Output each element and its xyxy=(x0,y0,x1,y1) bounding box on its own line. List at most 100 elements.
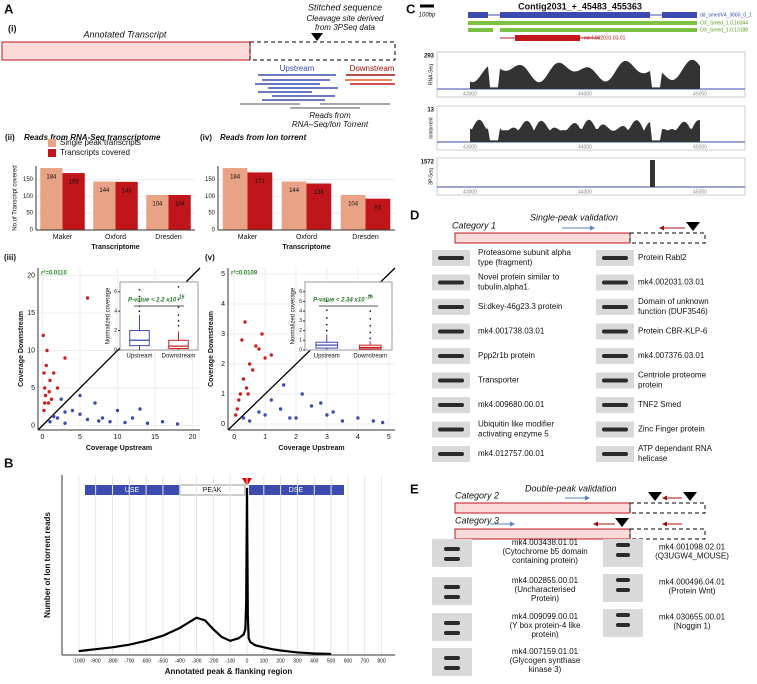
gel-image xyxy=(432,648,472,676)
coordinate-label: 43000 xyxy=(463,144,477,150)
outlier xyxy=(177,306,180,309)
outlier xyxy=(177,319,180,322)
outlier xyxy=(369,294,372,297)
gel-label: Transporter xyxy=(478,376,519,385)
step-label: (i) xyxy=(8,23,17,33)
coordinate-label: 43000 xyxy=(463,91,477,97)
x-tick-label: 300 xyxy=(293,658,302,664)
y-tick-label: 2 xyxy=(299,328,302,334)
gel-image xyxy=(432,577,472,605)
y-tick-label: 6 xyxy=(114,289,117,295)
track-max-label: 1572 xyxy=(421,160,435,166)
point xyxy=(55,386,60,390)
x-tick-label: 100 xyxy=(260,658,269,664)
y-tick-label: 20 xyxy=(27,272,35,279)
region-band xyxy=(249,485,344,495)
x-tick-label: 0 xyxy=(246,658,249,664)
point xyxy=(130,416,135,420)
diagram-label: RNA–Seq/Ion Torrent xyxy=(292,120,369,129)
gel-label: ATP dependant RNA xyxy=(638,444,713,453)
x-tick-label: 3 xyxy=(325,434,329,441)
point xyxy=(41,333,45,338)
gel-label: function (DUF3546) xyxy=(638,307,708,316)
point xyxy=(160,420,165,424)
gel-label: Zinc Finger protein xyxy=(638,425,705,434)
y-axis-label: Iontorrent xyxy=(428,117,434,139)
gel-band xyxy=(438,378,464,383)
point xyxy=(43,393,48,398)
y-axis-label: Normalized coverage xyxy=(291,287,297,344)
x-tick-label: 5 xyxy=(78,434,82,441)
y-tick-label: 4 xyxy=(114,308,117,314)
point xyxy=(42,371,46,375)
bar xyxy=(306,183,332,230)
x-tick-label: Maker xyxy=(238,234,258,241)
gel-image xyxy=(432,613,472,641)
legend-swatch xyxy=(48,139,56,147)
point xyxy=(70,408,75,413)
bar xyxy=(365,198,391,230)
coordinate-label: 44000 xyxy=(578,189,592,195)
x-tick-label: 800 xyxy=(377,658,386,664)
point xyxy=(371,419,376,423)
bar-value-label: 93 xyxy=(375,205,382,211)
chart-label: (iii) xyxy=(4,253,16,262)
reads xyxy=(240,74,395,109)
y-axis-label: Coverage Downstream xyxy=(18,311,25,387)
point xyxy=(63,356,67,360)
gel-band xyxy=(616,578,630,582)
point xyxy=(257,347,261,351)
bar-value-label: 169 xyxy=(69,180,80,186)
gel-image xyxy=(432,539,472,567)
point xyxy=(380,420,385,425)
outlier xyxy=(138,310,141,313)
x-tick-label: Dresden xyxy=(352,234,379,241)
x-tick-label: Maker xyxy=(53,234,73,241)
y-tick-label: 4 xyxy=(299,308,302,314)
x-tick-label: 15 xyxy=(151,434,159,441)
x-tick-label: 0 xyxy=(41,434,45,441)
point xyxy=(115,408,120,413)
gel-label: (Uncharacterised xyxy=(515,585,576,594)
gel-label: mk4.007376.03.01 xyxy=(638,351,705,360)
gel-label: (Noggin 1) xyxy=(673,622,711,631)
y-axis-label: Normalized coverage xyxy=(106,287,112,344)
track-max-label: 13 xyxy=(427,108,434,114)
y-tick-label: 150 xyxy=(23,177,34,183)
x-tick-label: 700 xyxy=(361,658,370,664)
point xyxy=(43,386,47,390)
gel-label: mk4.003438.01.01 xyxy=(512,538,579,547)
y-axis-label: 3P-Seq xyxy=(428,168,434,185)
x-tick-label: 400 xyxy=(310,658,319,664)
point xyxy=(278,407,283,411)
outlier xyxy=(177,298,180,301)
point xyxy=(340,419,345,423)
y-tick-label: 5 xyxy=(221,271,225,278)
gene-label: mk4.002031.03.01 xyxy=(584,35,626,41)
legend-label: Single peak transcripts xyxy=(60,138,141,147)
gel-band xyxy=(438,256,464,260)
box xyxy=(129,330,150,347)
gel-label: Protein) xyxy=(531,594,559,603)
gel-band xyxy=(444,557,460,561)
track-frame xyxy=(436,51,746,98)
y-tick-label: 15 xyxy=(27,310,35,317)
track-frame xyxy=(436,105,746,151)
gene-label: OX_Smed_1.0.16344 xyxy=(700,20,748,26)
y-tick-label: 100 xyxy=(23,194,34,200)
y-tick-label: 3 xyxy=(299,318,302,324)
x-tick-label: Downstream xyxy=(353,354,387,360)
gel-band xyxy=(444,621,460,625)
gel-band xyxy=(444,656,460,660)
gel-band xyxy=(602,280,628,285)
region-label: Upstream xyxy=(280,64,315,73)
gel-band xyxy=(602,354,628,358)
x-tick-label: Oxford xyxy=(105,234,126,241)
gel-label: mk4.009680.00.01 xyxy=(478,400,545,409)
point xyxy=(52,371,56,375)
point xyxy=(244,386,249,390)
x-tick-label: -200 xyxy=(208,658,218,664)
gel-label: Domain of unknown xyxy=(638,297,709,306)
gel-band xyxy=(444,666,460,670)
